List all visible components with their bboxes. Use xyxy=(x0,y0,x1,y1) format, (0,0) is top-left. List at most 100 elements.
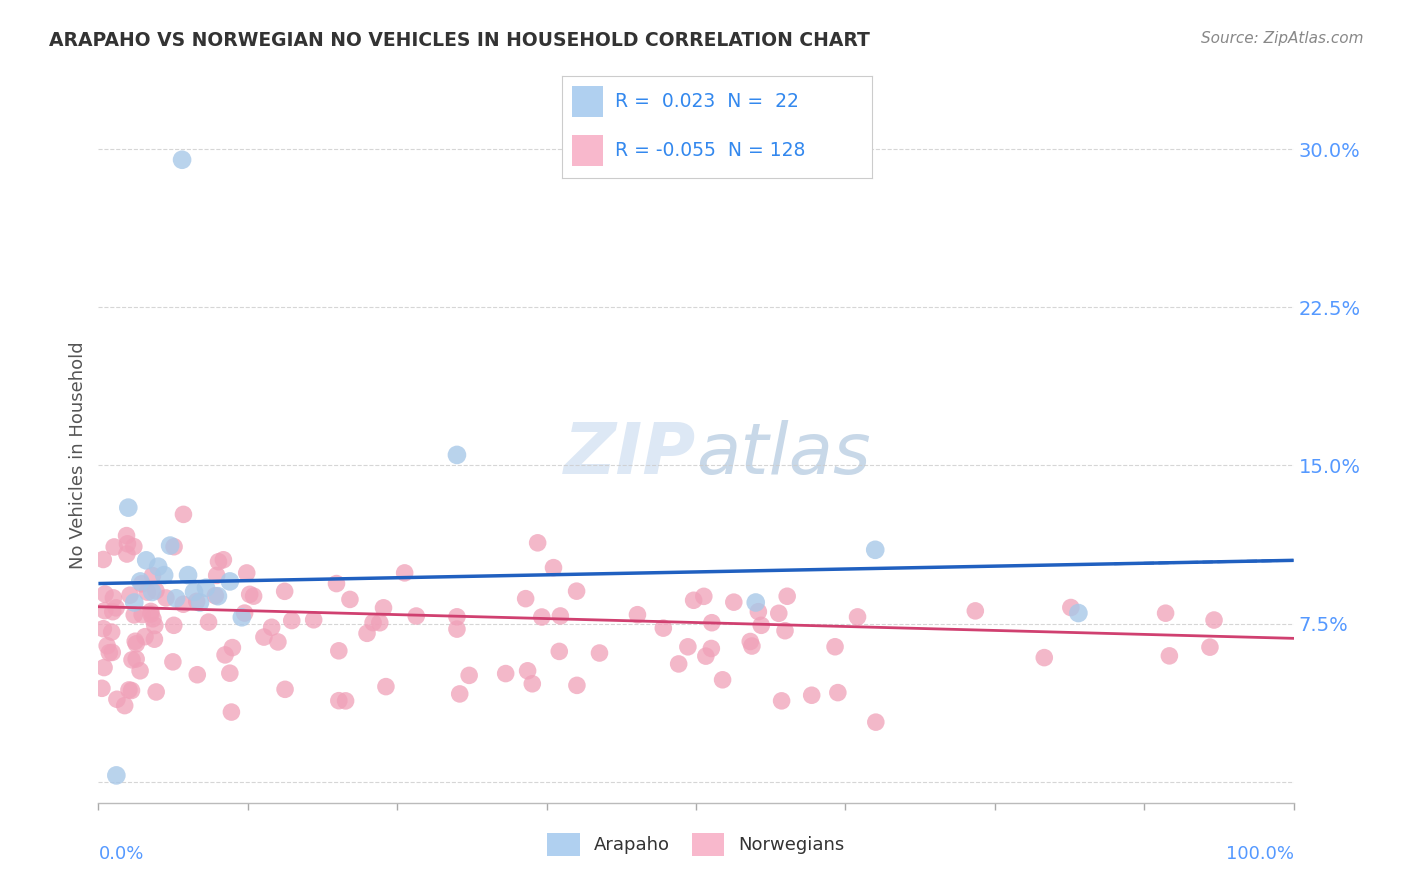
Point xyxy=(117,500,139,515)
Point xyxy=(221,705,243,719)
Point xyxy=(373,600,395,615)
Text: atlas: atlas xyxy=(696,420,870,490)
Point xyxy=(183,585,205,599)
Point xyxy=(188,595,211,609)
Point xyxy=(328,694,350,708)
Point xyxy=(131,576,153,591)
Point xyxy=(274,682,297,697)
Point xyxy=(768,607,790,621)
Point xyxy=(91,622,114,636)
Point xyxy=(550,609,572,624)
Point xyxy=(91,552,114,566)
Point xyxy=(446,622,468,636)
Point xyxy=(159,539,181,553)
Point xyxy=(145,583,167,598)
Text: ZIP: ZIP xyxy=(564,420,696,490)
Point xyxy=(356,626,378,640)
Point xyxy=(405,609,427,624)
Point xyxy=(700,615,723,630)
Point xyxy=(723,595,745,609)
Point xyxy=(186,667,208,681)
Point xyxy=(205,568,228,582)
Point xyxy=(281,614,304,628)
Point xyxy=(141,585,163,599)
Point xyxy=(122,540,145,554)
Point xyxy=(865,542,887,557)
Point xyxy=(143,632,166,647)
Point xyxy=(221,640,243,655)
Point xyxy=(129,664,152,678)
Point xyxy=(195,581,218,595)
Point xyxy=(231,610,253,624)
Point xyxy=(1067,606,1090,620)
Point xyxy=(134,630,156,644)
Point xyxy=(100,625,122,640)
Point xyxy=(155,591,177,605)
Point xyxy=(218,666,240,681)
Point xyxy=(565,584,588,599)
Point xyxy=(328,644,350,658)
Point xyxy=(800,688,823,702)
Point xyxy=(90,681,112,696)
Point xyxy=(94,587,117,601)
Point xyxy=(827,685,849,699)
Point xyxy=(325,576,347,591)
Point xyxy=(446,609,468,624)
Point xyxy=(131,607,153,622)
Point xyxy=(124,595,146,609)
Point xyxy=(197,615,219,629)
Point xyxy=(207,589,229,603)
Point xyxy=(162,655,184,669)
Point xyxy=(105,768,128,782)
Point xyxy=(121,653,143,667)
Point xyxy=(96,639,118,653)
Point xyxy=(125,637,148,651)
Point xyxy=(700,641,723,656)
Point xyxy=(172,508,194,522)
Point xyxy=(335,694,357,708)
Point xyxy=(98,646,121,660)
Point xyxy=(125,652,148,666)
Point xyxy=(773,624,796,638)
Point xyxy=(1199,640,1222,655)
Point xyxy=(824,640,846,654)
Point xyxy=(747,605,769,619)
Point xyxy=(105,692,128,706)
Point xyxy=(458,668,481,682)
Point xyxy=(626,607,648,622)
Text: R =  0.023  N =  22: R = 0.023 N = 22 xyxy=(614,92,799,111)
Point xyxy=(339,592,361,607)
Point xyxy=(676,640,699,654)
Point xyxy=(219,574,242,589)
Point xyxy=(711,673,734,687)
Text: 100.0%: 100.0% xyxy=(1226,845,1294,863)
Y-axis label: No Vehicles in Household: No Vehicles in Household xyxy=(69,341,87,569)
Point xyxy=(368,615,391,630)
Point xyxy=(103,591,125,605)
Point xyxy=(129,574,152,589)
Point xyxy=(101,605,124,619)
Point xyxy=(1033,650,1056,665)
Point xyxy=(153,568,176,582)
Point xyxy=(212,553,235,567)
Point xyxy=(260,620,283,634)
Point xyxy=(163,540,186,554)
Point xyxy=(740,634,762,648)
Point xyxy=(115,547,138,561)
Point xyxy=(165,591,187,606)
Point xyxy=(239,587,262,601)
Point xyxy=(522,677,544,691)
Point xyxy=(361,615,384,630)
Point xyxy=(652,621,675,635)
Point xyxy=(548,644,571,658)
Point xyxy=(693,590,716,604)
Point xyxy=(394,566,416,580)
Point xyxy=(515,591,537,606)
Point xyxy=(93,604,115,618)
Point xyxy=(235,566,257,580)
Point xyxy=(105,600,128,615)
Point xyxy=(204,589,226,603)
Point xyxy=(741,639,763,653)
Point xyxy=(846,610,869,624)
Point xyxy=(749,618,772,632)
